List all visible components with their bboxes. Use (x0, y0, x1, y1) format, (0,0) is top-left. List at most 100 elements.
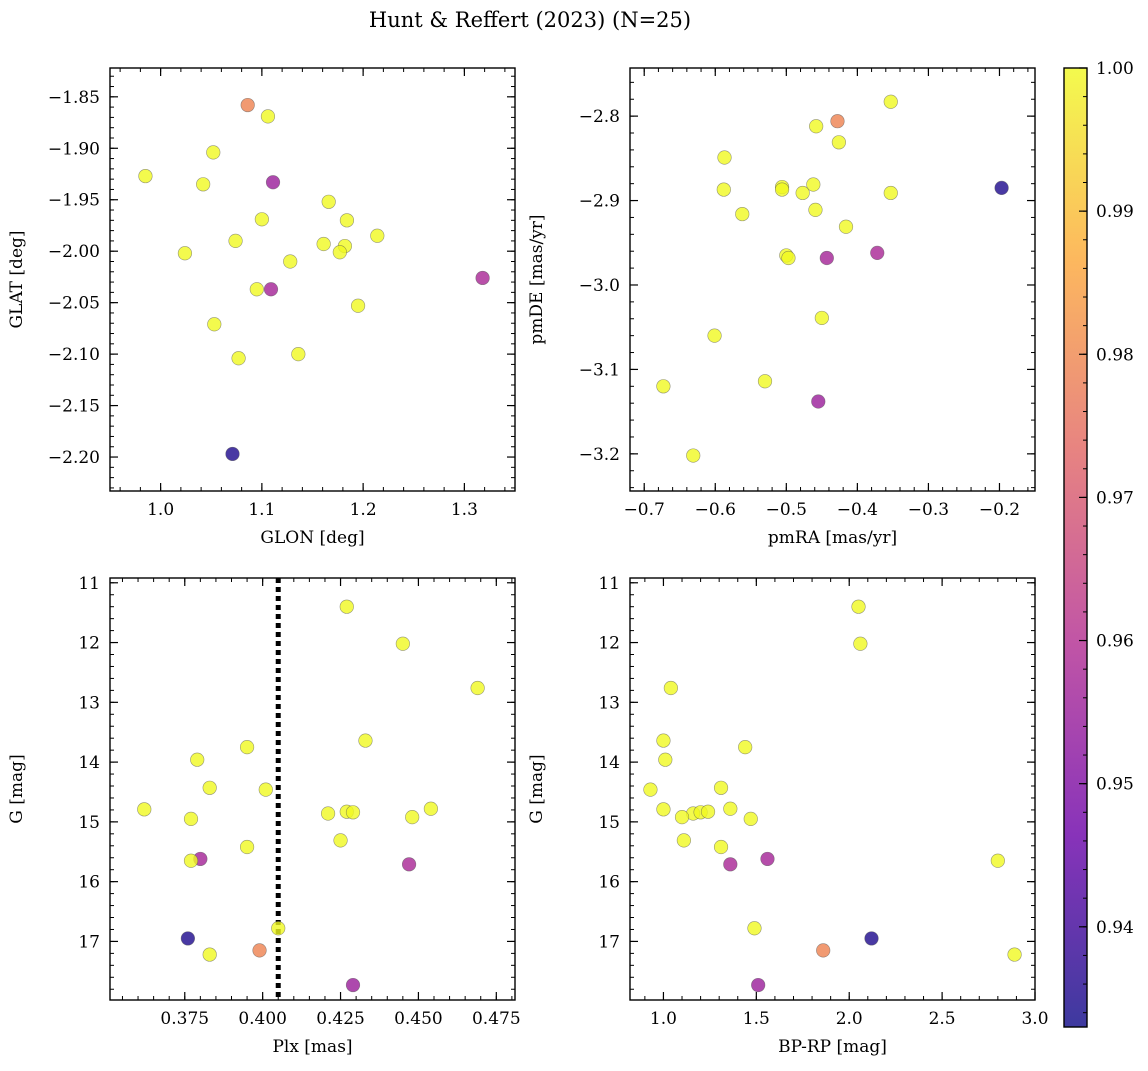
scatter-point (735, 206, 750, 222)
scatter-point (271, 921, 286, 936)
x-tick-label: 1.1 (248, 500, 275, 520)
scatter-point (757, 374, 773, 389)
scatter-point (254, 212, 269, 227)
scatter-point (137, 802, 152, 817)
scatter-point (814, 310, 829, 326)
y-tick-label: −3.2 (579, 445, 620, 465)
y-tick-label: 17 (78, 932, 100, 952)
scatter-point (470, 680, 485, 696)
y-tick-label: 17 (598, 932, 620, 952)
scatter-point (883, 185, 898, 201)
scatter-point (180, 931, 195, 946)
scatter-point (851, 599, 866, 614)
y-axis-label: G [mag] (7, 754, 27, 823)
scatter-point (283, 254, 298, 269)
y-tick-label: −1.95 (48, 191, 100, 211)
x-tick-label: −0.4 (837, 500, 878, 520)
colorbar-tick-label: 0.99 (1096, 202, 1134, 222)
x-tick-label: 1.0 (147, 500, 174, 520)
y-tick-label: −1.85 (48, 88, 100, 108)
scatter-point (231, 351, 246, 366)
x-tick-label: 0.475 (472, 1009, 521, 1029)
y-tick-label: 13 (598, 693, 620, 713)
x-tick-label: −0.3 (908, 500, 949, 520)
scatter-point (656, 802, 671, 817)
scatter-point (707, 328, 722, 343)
scatter-point (358, 733, 373, 748)
x-tick-label: 3.0 (1021, 1009, 1048, 1029)
scatter-point (206, 145, 221, 160)
scatter-point (738, 740, 753, 755)
scatter-point (723, 801, 738, 816)
x-tick-label: 1.5 (743, 1009, 770, 1029)
scatter-point (830, 114, 845, 129)
scatter-point (713, 839, 729, 855)
x-tick-label: −0.2 (979, 500, 1020, 520)
x-tick-label: 1.0 (650, 1009, 677, 1029)
scatter-point (643, 782, 658, 797)
scatter-point (713, 780, 729, 795)
scatter-point (760, 851, 775, 867)
y-axis-label: GLAT [deg] (7, 230, 27, 328)
scatter-point (674, 809, 690, 825)
scatter-point (808, 202, 823, 217)
scatter-point (339, 599, 354, 614)
scatter-point (870, 245, 885, 261)
colorbar-gradient (1064, 68, 1087, 1027)
y-tick-label: −2.9 (579, 192, 620, 212)
data-layer (643, 599, 1022, 993)
axes-frame (629, 67, 1036, 492)
scatter-point (345, 805, 361, 820)
scatter-point (196, 177, 211, 192)
scatter-point (475, 270, 490, 286)
scatter-point (345, 977, 361, 993)
scatter-point (263, 282, 279, 297)
y-tick-label: 11 (598, 574, 620, 594)
scatter-point (831, 135, 846, 150)
y-tick-label: −2.15 (48, 397, 100, 417)
scatter-point (239, 740, 255, 755)
scatter-point (252, 943, 267, 958)
scatter-point (316, 236, 331, 252)
scatter-point (723, 857, 738, 872)
colorbar-tick-label: 0.96 (1096, 632, 1134, 652)
panel-glon-glat: 1.0 1.1 1.2 1.3 −1.85 −1.90 −1.95 −2.00 −2.05 −2.… (7, 67, 516, 548)
scatter-point (656, 733, 671, 748)
scatter-point (395, 636, 410, 651)
colorbar-tick-label: 0.95 (1096, 775, 1134, 795)
data-layer (656, 94, 1009, 463)
scatter-point (202, 947, 217, 962)
scatter-point (225, 446, 240, 462)
axes-frame (629, 577, 1036, 1001)
x-axis-label: GLON [deg] (260, 528, 364, 548)
scatter-point (320, 806, 336, 821)
y-tick-label: −2.00 (48, 242, 100, 262)
y-tick-label: 11 (78, 574, 100, 594)
axes-frame (109, 67, 516, 492)
scatter-point (239, 839, 255, 855)
x-tick-label: −0.6 (695, 500, 736, 520)
y-tick-label: 12 (78, 634, 100, 654)
scatter-point (370, 228, 385, 243)
x-axis-label: Plx [mas] (272, 1037, 352, 1057)
colorbar-tick-label: 0.97 (1096, 488, 1134, 508)
y-tick-label: −2.20 (48, 448, 100, 468)
y-tick-label: 15 (598, 813, 620, 833)
x-tick-label: 0.425 (316, 1009, 365, 1029)
scatter-point (700, 804, 716, 819)
scatter-point (864, 931, 879, 946)
y-tick-label: 13 (78, 693, 100, 713)
scatter-point (743, 811, 758, 826)
scatter-point (663, 680, 678, 696)
scatter-point (994, 180, 1009, 195)
scatter-point (656, 379, 671, 394)
panel-plx-g: 0.375 0.400 0.425 0.450 0.475 11 12 13 14 15 16 17 P… (7, 574, 521, 1057)
scatter-point (332, 245, 347, 260)
figure-title: Hunt & Reffert (2023) (N=25) (369, 8, 691, 32)
y-tick-label: 14 (598, 753, 620, 773)
scatter-point (190, 752, 205, 767)
scatter-point (806, 177, 821, 192)
scatter-point (838, 219, 854, 234)
scatter-point (240, 97, 255, 113)
scatter-point (686, 448, 701, 463)
